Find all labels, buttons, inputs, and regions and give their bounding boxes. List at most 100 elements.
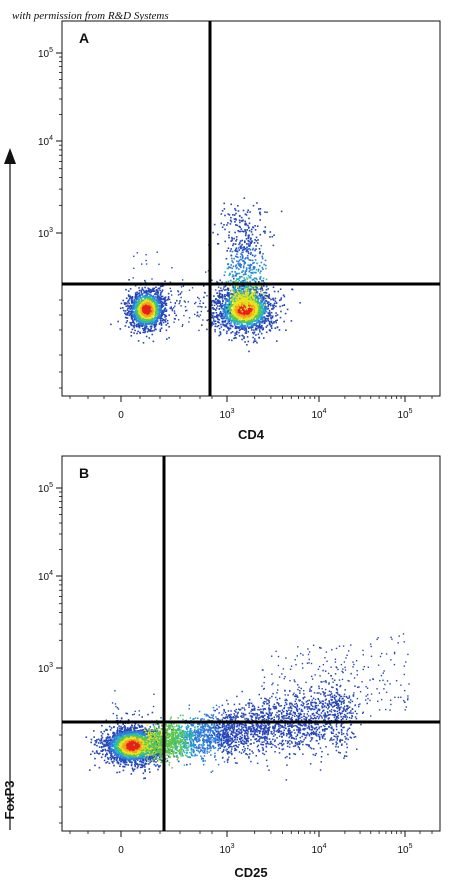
data-point: [249, 241, 252, 243]
data-point: [160, 314, 162, 316]
data-point: [239, 304, 242, 307]
data-point: [226, 294, 228, 297]
data-point: [256, 296, 259, 298]
data-point: [266, 297, 268, 299]
data-point: [238, 308, 240, 310]
data-point: [217, 299, 219, 301]
data-point: [266, 302, 269, 304]
data-point: [248, 312, 250, 314]
data-point: [204, 306, 207, 308]
data-point: [252, 317, 254, 319]
data-point: [247, 274, 250, 277]
data-point: [124, 754, 127, 756]
data-point: [259, 315, 261, 317]
data-point: [262, 277, 265, 280]
data-point: [258, 208, 260, 210]
data-point: [215, 299, 217, 301]
data-point: [249, 307, 251, 309]
data-point: [248, 350, 250, 353]
data-point: [183, 300, 186, 302]
data-point: [242, 255, 244, 258]
data-point: [160, 312, 163, 314]
data-point: [263, 285, 265, 287]
data-point: [147, 297, 149, 300]
data-point: [253, 300, 255, 302]
data-point: [219, 301, 221, 304]
data-point: [270, 317, 272, 319]
data-point: [216, 302, 219, 304]
data-point: [256, 285, 258, 287]
data-point: [243, 263, 246, 265]
data-point: [162, 311, 164, 314]
data-point: [254, 305, 257, 308]
data-point: [181, 291, 183, 293]
data-point: [248, 314, 251, 316]
data-point: [219, 293, 222, 295]
data-point: [242, 251, 244, 253]
data-point: [238, 295, 241, 298]
data-point: [249, 277, 252, 279]
data-point: [299, 302, 301, 304]
data-point: [226, 332, 228, 335]
data-point: [253, 255, 256, 258]
data-point: [150, 308, 153, 311]
data-point: [259, 285, 262, 288]
data-point: [223, 202, 225, 205]
data-point: [149, 300, 152, 302]
data-point: [223, 289, 226, 291]
data-point: [234, 295, 237, 297]
data-point: [164, 303, 167, 306]
data-point: [253, 323, 255, 325]
data-point: [140, 760, 142, 762]
data-point: [251, 269, 253, 271]
data-point: [157, 291, 160, 294]
data-point: [157, 292, 159, 295]
data-point: [235, 273, 237, 276]
data-point: [232, 286, 234, 289]
data-point: [259, 276, 262, 279]
data-point: [213, 301, 215, 304]
data-point: [147, 308, 149, 311]
data-point: [262, 299, 264, 302]
data-point: [242, 297, 245, 300]
data-point: [170, 290, 172, 292]
data-point: [254, 294, 257, 297]
data-point: [225, 312, 227, 315]
data-point: [255, 240, 258, 242]
data-point: [245, 268, 248, 271]
data-point: [217, 318, 219, 321]
data-point: [152, 310, 154, 313]
data-point: [250, 251, 252, 254]
data-point: [238, 299, 240, 301]
data-point: [137, 330, 139, 333]
data-point: [138, 303, 140, 305]
data-point: [155, 323, 158, 326]
data-point: [136, 304, 138, 306]
data-point: [238, 287, 240, 289]
data-point: [226, 267, 229, 270]
data-point: [204, 292, 206, 294]
data-point: [138, 292, 140, 294]
data-point: [130, 305, 133, 307]
data-point: [269, 236, 271, 238]
data-point: [265, 306, 268, 308]
data-point: [271, 322, 274, 325]
data-point: [247, 252, 250, 255]
data-point: [215, 303, 218, 305]
data-point: [237, 298, 239, 300]
data-point: [235, 236, 238, 238]
data-point: [219, 296, 221, 298]
data-point: [254, 316, 256, 319]
data-point: [213, 300, 216, 303]
data-point: [251, 309, 253, 311]
data-point: [248, 234, 250, 236]
data-point: [254, 285, 257, 288]
data-point: [248, 297, 251, 300]
data-point: [261, 287, 263, 290]
data-point: [136, 310, 138, 312]
data-point: [251, 286, 254, 288]
data-point: [221, 320, 224, 323]
